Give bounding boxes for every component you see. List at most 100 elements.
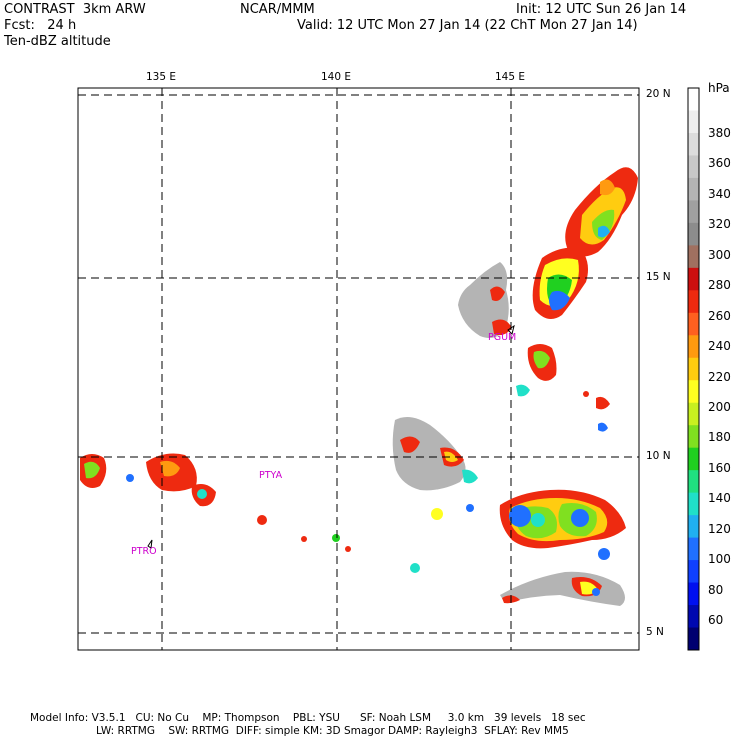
echo-cell — [531, 513, 545, 527]
station-ptro: PTRO — [131, 546, 157, 557]
colorbar-swatch — [688, 132, 699, 156]
station-pgum-marker — [507, 324, 515, 335]
lat-label-20n: 20 N — [646, 88, 671, 100]
colorbar-label: 160 — [708, 460, 731, 475]
forecast-hour: Fcst: 24 h — [4, 18, 77, 33]
colorbar-swatch — [688, 290, 699, 314]
field-name: Ten-dBZ altitude — [4, 34, 111, 49]
echo-cell — [257, 515, 267, 525]
colorbar-swatch — [688, 155, 699, 179]
model-info-line2: LW: RRTMG SW: RRTMG DIFF: simple KM: 3D … — [96, 725, 569, 737]
echo-cell — [84, 461, 100, 479]
colorbar-label: 260 — [708, 308, 731, 323]
colorbar-swatch — [688, 515, 699, 539]
echo-cell — [490, 286, 505, 301]
graticule — [78, 88, 639, 650]
echo-cell — [126, 474, 134, 482]
lon-label-145e: 145 E — [495, 71, 526, 83]
init-time: Init: 12 UTC Sun 26 Jan 14 — [516, 2, 687, 17]
colorbar-swatches — [688, 88, 699, 651]
colorbar-swatch — [688, 627, 699, 651]
echo-cell — [509, 505, 531, 527]
colorbar-unit: hPa — [708, 81, 730, 95]
echo-cell — [160, 460, 180, 477]
lon-label-140e: 140 E — [321, 71, 352, 83]
echo-cell — [583, 391, 589, 397]
echo-cell — [345, 546, 351, 552]
colorbar-label: 300 — [708, 247, 731, 262]
colorbar-label: 240 — [708, 339, 731, 354]
lat-label-15n: 15 N — [646, 271, 671, 283]
echo-cell — [301, 536, 307, 542]
echo-cell — [332, 534, 340, 542]
colorbar-label: 280 — [708, 278, 731, 293]
echo-cell — [592, 588, 600, 596]
model-info-line1: Model Info: V3.5.1 CU: No Cu MP: Thompso… — [30, 712, 586, 724]
echo-cell — [549, 290, 570, 311]
colorbar-swatch — [688, 335, 699, 359]
lat-label-5n: 5 N — [646, 626, 664, 638]
center-name: NCAR/MMM — [240, 2, 315, 17]
colorbar-swatch — [688, 312, 699, 336]
echo-cell — [444, 451, 458, 462]
echo-cell — [598, 548, 610, 560]
map-frame — [77, 87, 640, 651]
colorbar-label: 180 — [708, 430, 731, 445]
colorbar-label: 140 — [708, 491, 731, 506]
colorbar-swatch — [688, 88, 699, 111]
colorbar-swatch — [688, 605, 699, 629]
echo-cell — [462, 469, 478, 484]
colorbar-swatch — [688, 357, 699, 381]
colorbar-swatch — [688, 177, 699, 201]
colorbar-label: 220 — [708, 369, 731, 384]
colorbar-swatch — [688, 560, 699, 584]
echo-cell — [492, 319, 512, 336]
echo-cell — [197, 489, 207, 499]
station-ptro-marker — [147, 539, 153, 549]
colorbar-frame — [687, 87, 700, 651]
echo-cell — [571, 509, 589, 527]
lat-label-10n: 10 N — [646, 450, 671, 462]
colorbar-swatch — [688, 537, 699, 561]
colorbar-label: 80 — [708, 582, 724, 597]
station-pgum: PGUM — [488, 332, 517, 343]
colorbar-label: 100 — [708, 552, 731, 567]
colorbar-swatch — [688, 267, 699, 291]
colorbar-swatch — [688, 380, 699, 404]
colorbar-label: 360 — [708, 156, 731, 171]
echo-cell — [431, 508, 443, 520]
echo-cell — [500, 571, 625, 606]
echo-cell — [410, 563, 420, 573]
model-title: CONTRAST 3km ARW — [4, 2, 146, 17]
station-ptya: PTYA — [259, 470, 283, 481]
colorbar-swatch — [688, 492, 699, 516]
radar-echoes — [80, 167, 638, 606]
colorbar-label: 200 — [708, 399, 731, 414]
colorbar-swatch — [688, 110, 699, 134]
echo-cell — [400, 436, 420, 453]
echo-cell — [458, 262, 509, 338]
colorbar-label: 60 — [708, 613, 724, 627]
colorbar-swatch — [688, 245, 699, 269]
echo-cell — [466, 504, 474, 512]
colorbar-swatch — [688, 582, 699, 606]
colorbar-swatch — [688, 470, 699, 494]
colorbar-swatch — [688, 447, 699, 471]
colorbar-label: 340 — [708, 186, 731, 201]
echo-cell — [596, 396, 610, 410]
echo-cell — [600, 179, 615, 196]
colorbar-swatch — [688, 402, 699, 426]
lon-label-135e: 135 E — [146, 71, 177, 83]
echo-cell — [516, 384, 530, 397]
echo-cell — [392, 416, 466, 491]
colorbar-swatch — [688, 200, 699, 224]
colorbar-swatch — [688, 222, 699, 246]
echo-cell — [533, 350, 550, 369]
colorbar-label: 380 — [708, 126, 731, 140]
colorbar-swatch — [688, 425, 699, 449]
valid-time: Valid: 12 UTC Mon 27 Jan 14 (22 ChT Mon … — [297, 18, 638, 33]
echo-cell — [598, 225, 610, 238]
colorbar-label: 120 — [708, 521, 731, 536]
echo-cell — [598, 422, 608, 432]
